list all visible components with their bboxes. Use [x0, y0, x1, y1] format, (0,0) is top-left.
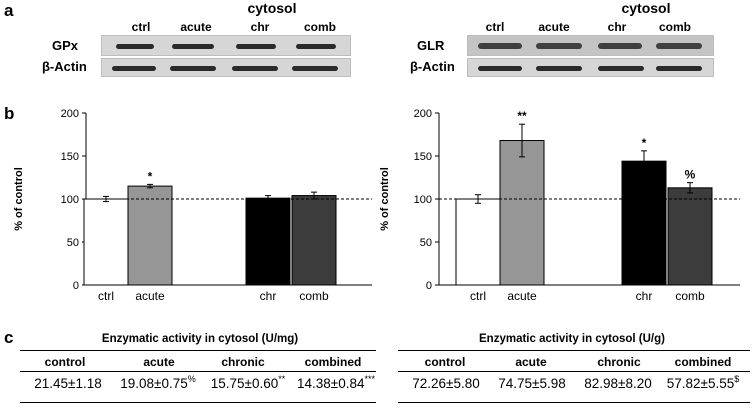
blot-band	[598, 43, 642, 49]
right-cell-combined: 57.82±5.55$	[666, 374, 740, 391]
right-lane-chr: chr	[607, 20, 627, 34]
bar	[83, 198, 129, 286]
panel-b-letter: b	[4, 104, 15, 123]
blot-band	[170, 66, 216, 71]
right-table-title: Enzymatic activity in cytosol (U/g)	[479, 333, 665, 345]
bar	[291, 195, 337, 286]
right-table-mid-rule	[398, 371, 750, 372]
y-tick-label: 200	[61, 108, 79, 120]
blot-band	[656, 43, 702, 49]
right-cell-control: 72.26±5.80	[412, 376, 480, 391]
blot-band	[292, 66, 338, 71]
right-header-chronic: chronic	[597, 355, 641, 369]
significance-mark: *	[642, 136, 647, 150]
left-header-acute: acute	[143, 355, 175, 369]
category-label: comb	[299, 289, 329, 303]
significance-mark: %	[685, 168, 696, 182]
category-label: ctrl	[98, 289, 114, 303]
blot-band	[236, 44, 276, 49]
category-label: chr	[636, 289, 653, 303]
blot-band	[536, 66, 582, 71]
right-bar-chart: 0 50 100 150 200 % of control ctrl ** acute * chr%…	[379, 108, 740, 303]
left-cell-chronic: 15.75±0.60**	[210, 374, 286, 391]
left-table-title: Enzymatic activity in cytosol (U/mg)	[101, 333, 299, 345]
y-tick-label: 150	[414, 151, 432, 163]
left-lane-ctrl: ctrl	[131, 20, 151, 34]
right-header-combined: combined	[674, 355, 732, 369]
y-tick-label: 50	[420, 237, 432, 249]
right-blot-title: cytosol	[621, 0, 671, 16]
left-row-actin-label: β-Actin	[42, 59, 87, 74]
right-lane-acute: acute	[538, 20, 570, 34]
category-label: chr	[260, 289, 277, 303]
right-actin-blot	[467, 58, 714, 77]
blot-band	[656, 66, 702, 71]
left-lane-comb: comb	[303, 20, 336, 34]
left-blot-title: cytosol	[247, 0, 297, 16]
blot-band	[112, 66, 156, 71]
panel-c-letter: c	[4, 328, 14, 347]
y-axis-label: % of control	[13, 167, 25, 231]
left-cell-control: 21.45±1.18	[34, 376, 102, 391]
right-row-glr-label: GLR	[417, 38, 445, 53]
category-label: acute	[135, 289, 165, 303]
significance-mark: *	[148, 169, 153, 183]
bar	[127, 185, 173, 286]
blot-band	[478, 66, 522, 71]
right-header-control: control	[424, 355, 466, 369]
blot-band	[478, 43, 522, 49]
category-label: comb	[675, 289, 705, 303]
right-lane-comb: comb	[658, 20, 691, 34]
left-header-combined: combined	[304, 355, 362, 369]
left-actin-blot	[101, 58, 351, 77]
left-row-gpx-label: GPx	[52, 38, 79, 53]
left-table-mid-rule	[20, 371, 376, 372]
right-header-acute: acute	[515, 355, 547, 369]
right-lane-ctrl: ctrl	[485, 20, 505, 34]
right-cell-acute: 74.75±5.98	[498, 376, 566, 391]
y-tick-label: 200	[414, 108, 432, 120]
bar	[667, 187, 713, 286]
right-table-top-rule	[398, 350, 750, 351]
left-cell-acute: 19.08±0.75%	[120, 374, 196, 391]
bar	[455, 198, 501, 286]
y-tick-label: 0	[426, 280, 432, 292]
category-label: ctrl	[470, 289, 486, 303]
significance-mark: **	[517, 109, 527, 123]
right-glr-blot	[467, 35, 714, 56]
y-axis-label: % of control	[379, 167, 391, 231]
blot-band	[536, 43, 582, 49]
left-lane-chr: chr	[250, 20, 270, 34]
blot-band	[598, 66, 644, 71]
left-table-top-rule	[20, 350, 376, 351]
blot-band	[172, 44, 214, 49]
bar	[499, 140, 545, 286]
bar	[621, 160, 667, 286]
right-row-actin-label: β-Actin	[410, 59, 455, 74]
left-table-bottom-rule	[20, 402, 376, 403]
left-cell-combined: 14.38±0.84***	[297, 374, 375, 391]
bar	[245, 197, 291, 286]
blot-band	[296, 44, 336, 49]
blot-band	[232, 66, 278, 71]
panel-a-letter: a	[4, 1, 14, 20]
blot-band	[116, 44, 154, 49]
y-tick-label: 50	[67, 237, 79, 249]
right-table-bottom-rule	[398, 402, 750, 403]
category-label: acute	[507, 289, 537, 303]
y-tick-label: 150	[61, 151, 79, 163]
y-tick-label: 100	[61, 194, 79, 206]
y-tick-label: 0	[73, 280, 79, 292]
y-tick-label: 100	[414, 194, 432, 206]
left-gpx-blot	[101, 35, 351, 56]
left-bar-chart: 0 50 100 150 200 % of control ctrl * acute chr com…	[13, 108, 372, 303]
right-cell-chronic: 82.98±8.20	[584, 376, 652, 391]
left-lane-acute: acute	[180, 20, 212, 34]
left-header-chronic: chronic	[221, 355, 265, 369]
left-header-control: control	[44, 355, 86, 369]
